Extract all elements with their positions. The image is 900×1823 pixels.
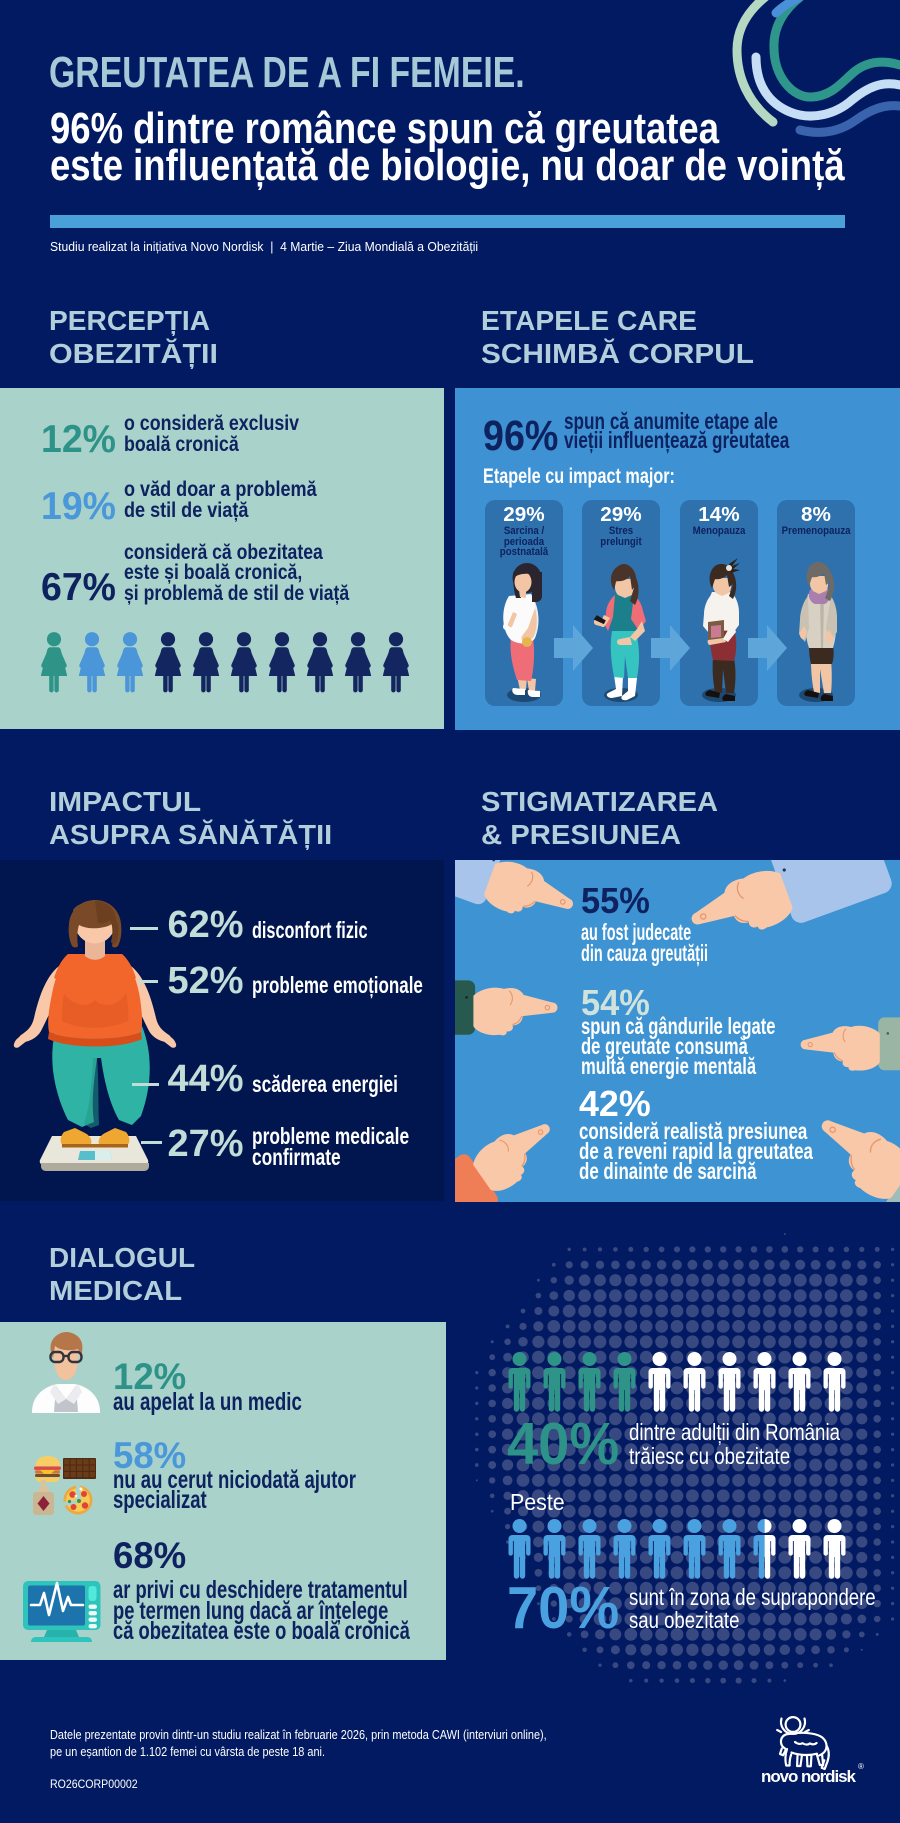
svg-text:novo nordisk: novo nordisk xyxy=(761,1767,857,1786)
svg-text:®: ® xyxy=(858,1762,864,1771)
